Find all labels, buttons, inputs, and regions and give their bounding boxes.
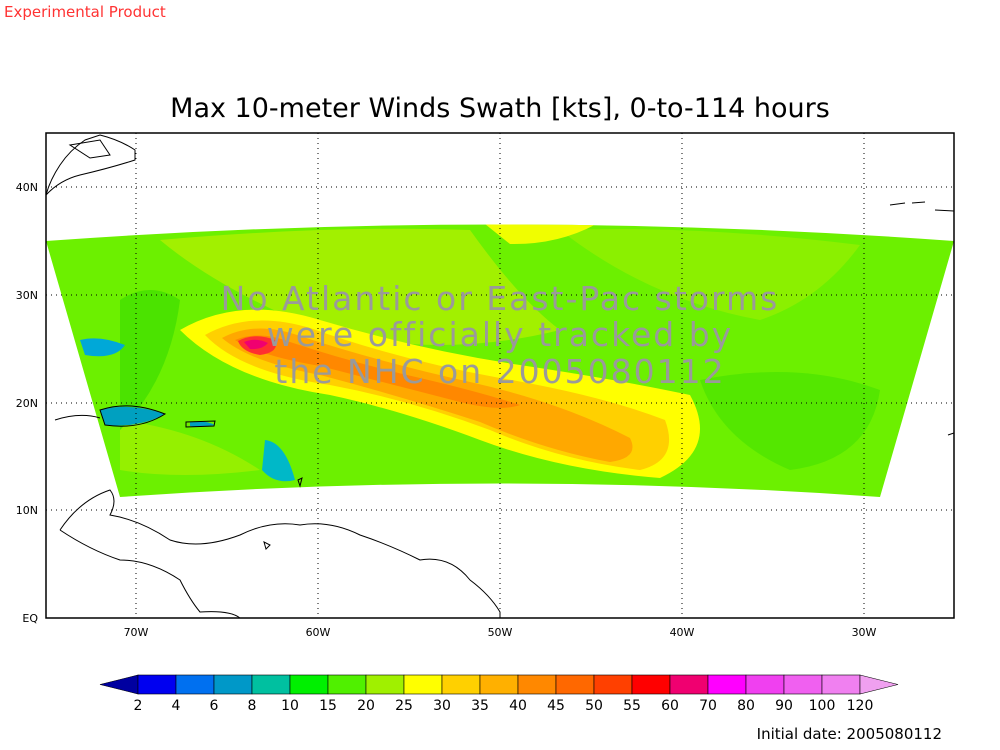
watermark-line-3: the NHC on 2005080112 [274, 352, 725, 391]
colorbar-cell [708, 675, 746, 694]
colorbar-tick-label: 35 [471, 698, 489, 714]
colorbar-cell [252, 675, 290, 694]
lat-label-40n: 40N [16, 181, 38, 194]
colorbar-arrow-right [860, 675, 898, 694]
colorbar-cell [290, 675, 328, 694]
lat-label-10n: 10N [16, 504, 38, 517]
colorbar-tick-label: 50 [585, 698, 603, 714]
colorbar-cell [366, 675, 404, 694]
experimental-product-label: Experimental Product [4, 3, 166, 21]
lat-label-20n: 20N [16, 397, 38, 410]
colorbar-cell [328, 675, 366, 694]
lat-label-eq: EQ [22, 612, 38, 625]
colorbar-tick-label: 60 [661, 698, 679, 714]
colorbar-tick-label: 45 [547, 698, 565, 714]
lon-label-30w: 30W [852, 626, 877, 639]
colorbar-tick-label: 20 [357, 698, 375, 714]
colorbar-tick-label: 25 [395, 698, 413, 714]
lon-label-50w: 50W [488, 626, 513, 639]
initial-date-label: Initial date: 2005080112 [757, 725, 942, 743]
colorbar-cell [556, 675, 594, 694]
lon-label-70w: 70W [124, 626, 149, 639]
lon-label-60w: 60W [306, 626, 331, 639]
colorbar-cell [594, 675, 632, 694]
colorbar-tick-label: 4 [172, 698, 181, 714]
colorbar-tick-label: 90 [775, 698, 793, 714]
colorbar-cell [518, 675, 556, 694]
colorbar-cell [176, 675, 214, 694]
colorbar-tick-label: 2 [134, 698, 143, 714]
wind-speed-colorbar [100, 675, 898, 694]
colorbar-cell [214, 675, 252, 694]
colorbar-cell [480, 675, 518, 694]
colorbar-cell [632, 675, 670, 694]
colorbar-tick-label: 40 [509, 698, 527, 714]
colorbar-labels: 2 4 6 8 10 15 20 25 30 35 40 45 50 55 60 70 80 90 100 120 [134, 698, 874, 714]
colorbar-tick-label: 8 [248, 698, 257, 714]
watermark-line-2: were officially tracked by [267, 315, 733, 354]
colorbar-cell [670, 675, 708, 694]
colorbar-tick-label: 80 [737, 698, 755, 714]
colorbar-arrow-left [100, 675, 138, 694]
lon-label-40w: 40W [670, 626, 695, 639]
colorbar-cell [746, 675, 784, 694]
colorbar-tick-label: 30 [433, 698, 451, 714]
watermark-line-1: No Atlantic or East-Pac storms [221, 279, 780, 318]
colorbar-cell [784, 675, 822, 694]
colorbar-cell [822, 675, 860, 694]
lat-label-30n: 30N [16, 289, 38, 302]
colorbar-tick-label: 100 [809, 698, 836, 714]
colorbar-tick-label: 10 [281, 698, 299, 714]
map-panel: No Atlantic or East-Pac storms were offi… [40, 133, 960, 618]
colorbar-tick-label: 6 [210, 698, 219, 714]
longitude-labels: 70W 60W 50W 40W 30W [124, 626, 877, 639]
colorbar-tick-label: 120 [847, 698, 874, 714]
map-title: Max 10-meter Winds Swath [kts], 0-to-114… [170, 93, 830, 124]
colorbar-cell [404, 675, 442, 694]
colorbar-tick-label: 15 [319, 698, 337, 714]
colorbar-tick-label: 55 [623, 698, 641, 714]
colorbar-tick-label: 70 [699, 698, 717, 714]
colorbar-cell [138, 675, 176, 694]
colorbar-cell [442, 675, 480, 694]
latitude-labels: 40N 30N 20N 10N EQ [16, 181, 39, 625]
no-storm-watermark: No Atlantic or East-Pac storms were offi… [221, 279, 780, 391]
